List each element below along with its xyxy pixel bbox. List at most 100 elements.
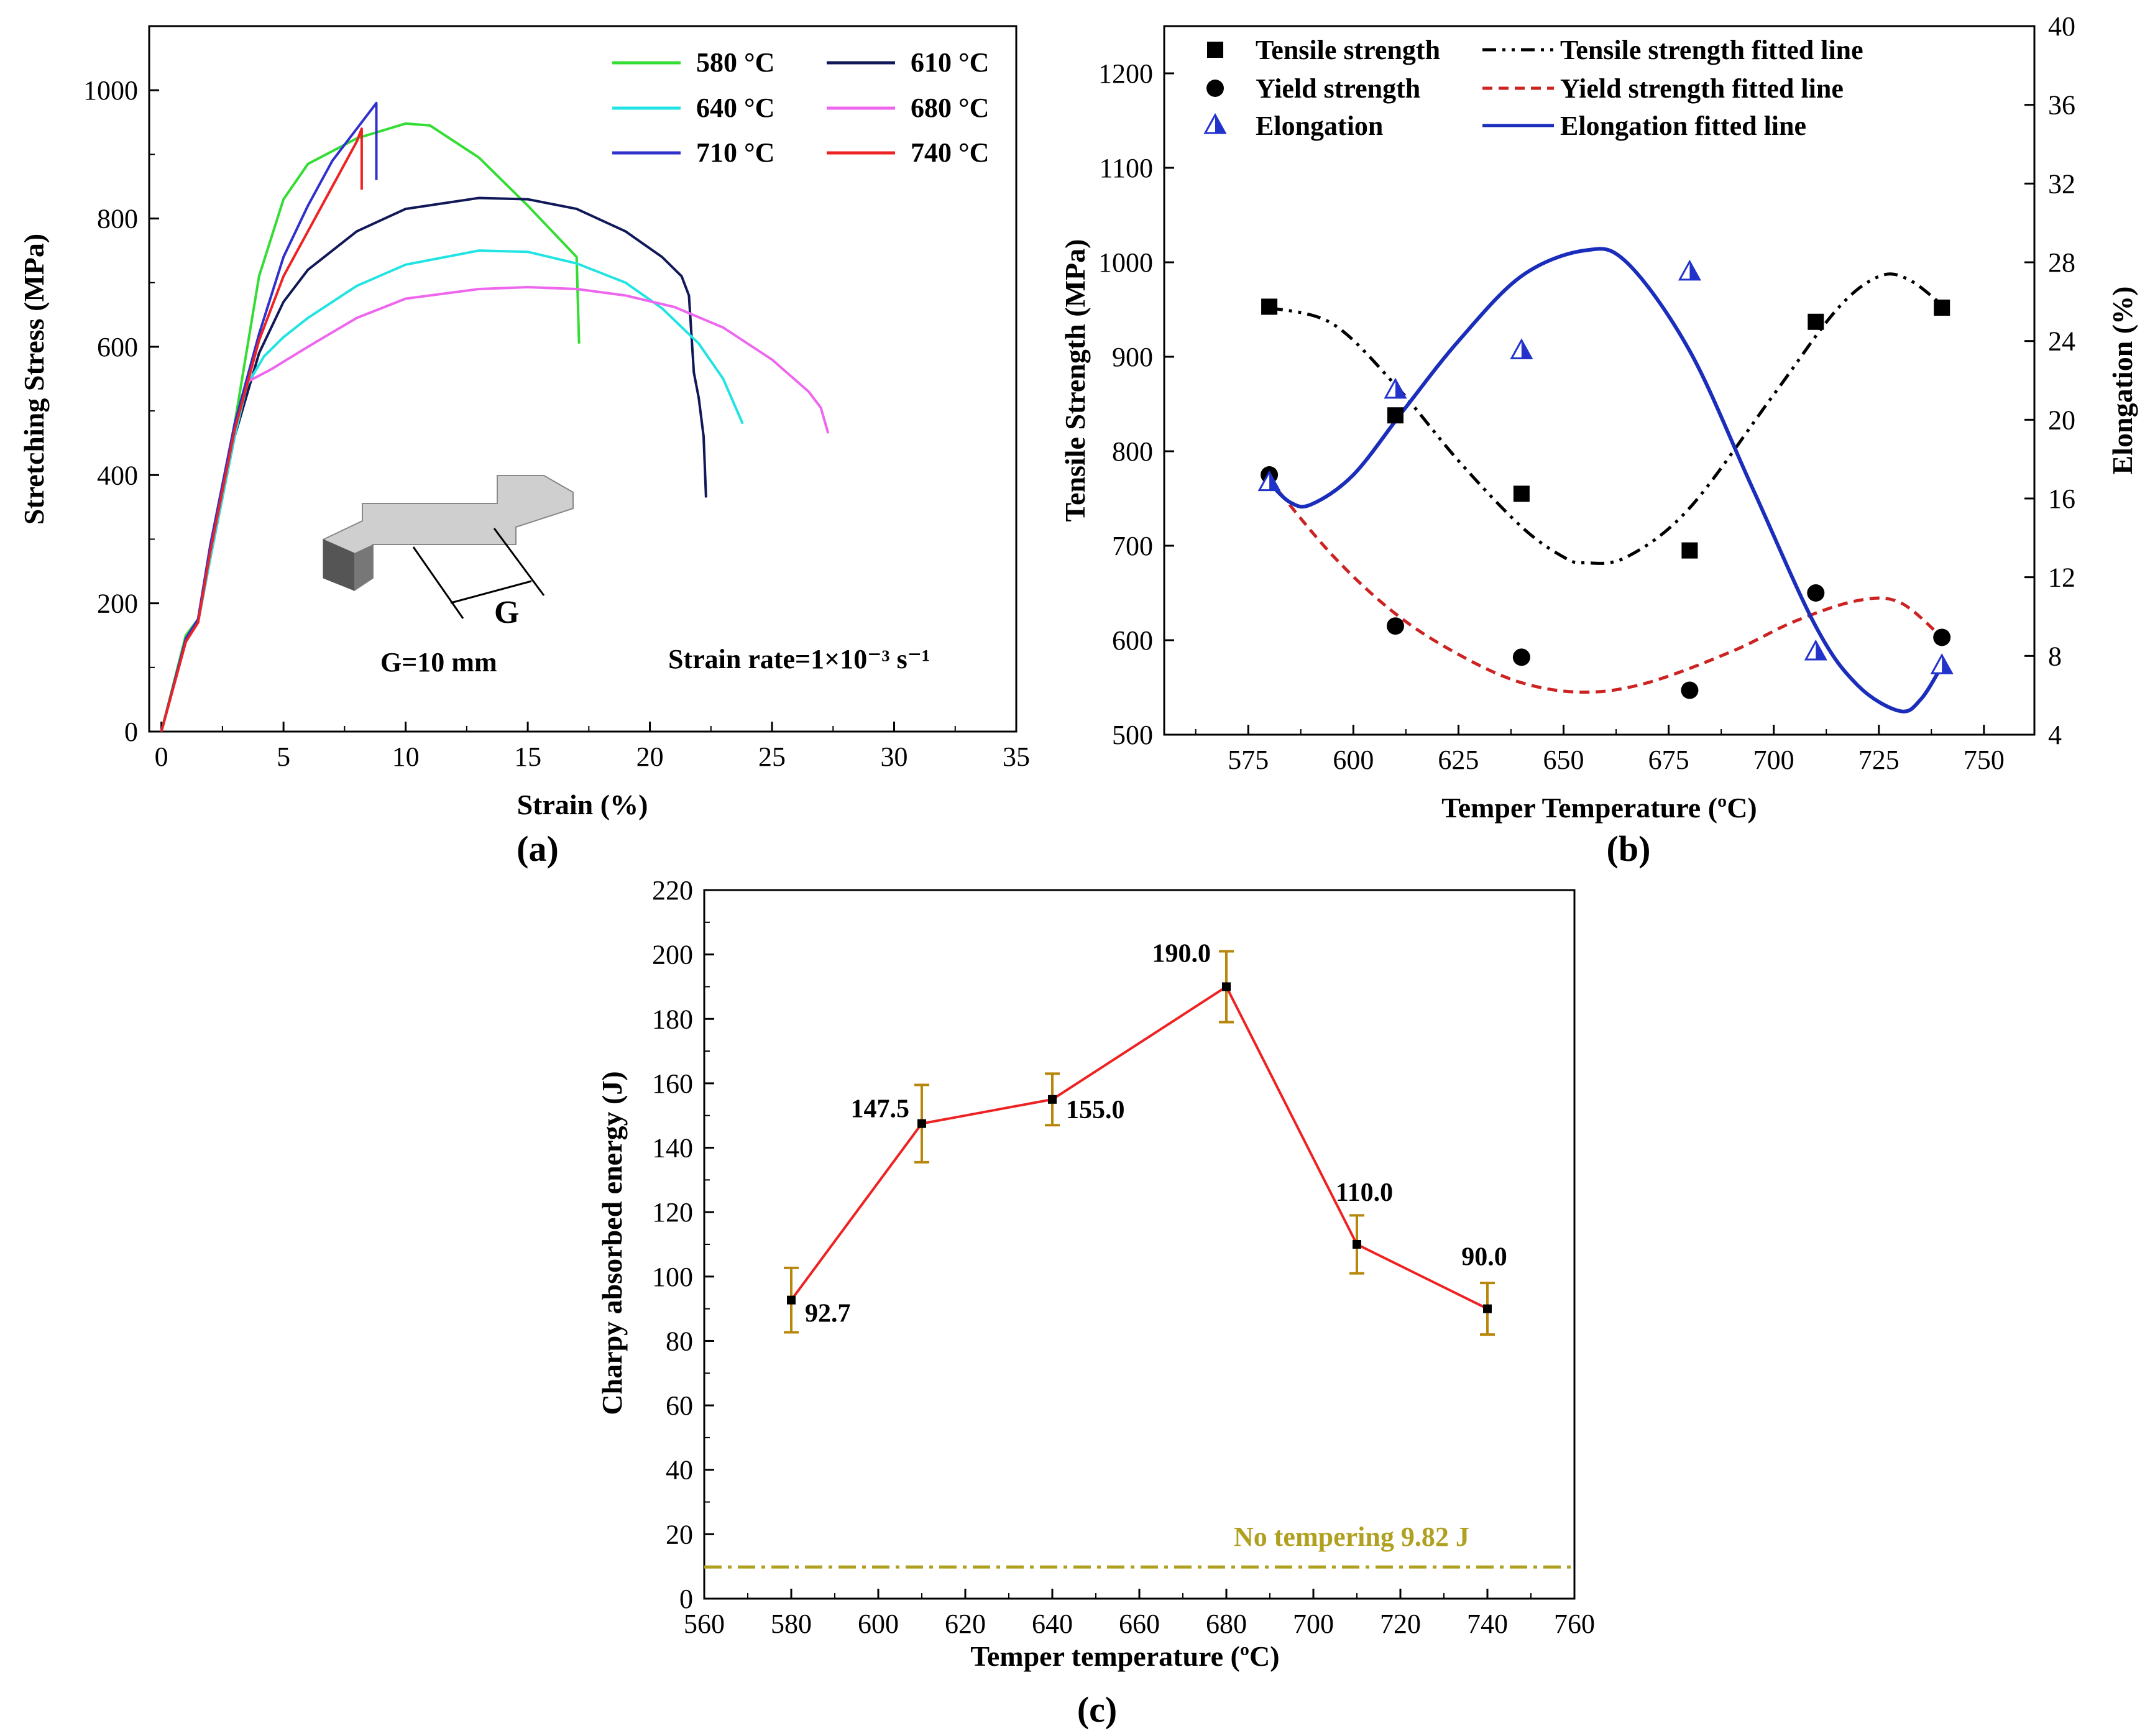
y-tick-label: 0: [679, 1584, 693, 1614]
curve-710c: [160, 101, 378, 732]
yield-strength-point: [1933, 628, 1951, 646]
panel-b-strength-elongation: 575 600 625 650 675 700 725 750 500 600 700 800 900 1…: [1059, 11, 2138, 869]
x-tick-label: 740: [1467, 1609, 1508, 1639]
specimen-schematic: G: [322, 475, 574, 630]
y-tick-label: 400: [97, 460, 138, 490]
panel-c-frame: [703, 889, 1576, 1600]
charpy-data-point: [917, 1119, 926, 1128]
data-label: 90.0: [1461, 1243, 1507, 1272]
legend-label: 610 °C: [911, 47, 989, 78]
charpy-data-point: [1483, 1304, 1492, 1313]
x-tick-label: 575: [1228, 745, 1269, 775]
panel-a-label: (a): [517, 829, 559, 869]
yield-strength-point: [1681, 681, 1699, 699]
y-tick-label: 600: [97, 332, 138, 362]
y-tick-label: 100: [652, 1262, 693, 1292]
elongation-point-fill: [1395, 379, 1405, 398]
y-tick-label: 60: [666, 1390, 693, 1421]
y-tick-label: 700: [1112, 531, 1153, 561]
fitted-line: [1269, 272, 1943, 565]
x-tick-label: 0: [155, 742, 168, 772]
data-label: 147.5: [851, 1095, 910, 1124]
x-tick-label: 700: [1293, 1609, 1334, 1639]
y-tick-label: 800: [1112, 436, 1153, 467]
legend-label: 580 °C: [696, 47, 774, 78]
y-tick-label: 0: [124, 717, 138, 747]
data-label: 190.0: [1152, 939, 1211, 968]
y-tick-label: 180: [652, 1004, 693, 1034]
x-tick-label: 675: [1648, 745, 1689, 775]
legend-label: Yield strength fitted line: [1560, 73, 1844, 104]
charpy-data-point: [1048, 1095, 1057, 1104]
y-tick-label: 40: [666, 1455, 693, 1486]
y2-tick-label: 28: [2048, 247, 2075, 278]
x-tick-label: 25: [758, 742, 786, 772]
charpy-data-point: [787, 1295, 796, 1305]
yield-strength-point: [1807, 584, 1825, 602]
y-tick-label: 500: [1112, 720, 1153, 750]
y2-tick-label: 8: [2048, 641, 2062, 671]
y2-tick-label: 20: [2048, 405, 2075, 435]
tensile-strength-point: [1934, 299, 1950, 316]
curve-580c: [160, 122, 581, 732]
y-tick-label: 800: [97, 204, 138, 234]
tensile-strength-point: [1681, 542, 1698, 559]
y2-tick-label: 36: [2048, 90, 2075, 121]
elongation-point-fill: [1816, 641, 1826, 659]
y-tick-label: 20: [666, 1519, 693, 1550]
y2-tick-label: 4: [2048, 720, 2062, 750]
panel-b-frame: [1163, 25, 2036, 736]
charpy-data-point: [1353, 1240, 1361, 1249]
panel-a-x-axis-title: Strain (%): [517, 789, 648, 820]
charpy-energy-line: [790, 985, 1488, 1310]
x-tick-label: 5: [277, 742, 290, 772]
yield-strength-point: [1512, 648, 1530, 666]
x-tick-label: 15: [514, 742, 541, 772]
panel-c-label: (c): [1077, 1689, 1117, 1730]
x-tick-label: 30: [881, 742, 908, 772]
no-tempering-label: No tempering 9.82 J: [1234, 1522, 1469, 1552]
elongation-point-fill: [1689, 261, 1700, 280]
data-label: 92.7: [805, 1300, 851, 1328]
x-tick-label: 750: [1964, 745, 2005, 775]
y2-tick-label: 24: [2048, 326, 2075, 357]
legend-label: Elongation: [1256, 111, 1383, 141]
panel-c-x-axis-title: Temper temperature (ºC): [970, 1640, 1279, 1672]
y-tick-label: 1000: [1098, 247, 1153, 278]
y-tick-label: 600: [1112, 625, 1153, 656]
y2-tick-label: 40: [2048, 11, 2075, 42]
data-label: 155.0: [1066, 1096, 1125, 1124]
panel-a-frame: [148, 25, 1018, 733]
y2-tick-label: 12: [2048, 563, 2075, 593]
y-tick-label: 220: [652, 875, 693, 906]
y-tick-label: 1100: [1100, 153, 1153, 183]
gauge-length-label: G: [494, 595, 519, 630]
legend-label: 680 °C: [911, 93, 989, 123]
fitted-line: [1268, 479, 1943, 694]
x-tick-label: 680: [1206, 1609, 1247, 1639]
legend-label: 640 °C: [696, 93, 774, 123]
panel-b-x-axis-title: Temper Temperature (ºC): [1441, 792, 1757, 824]
x-tick-label: 725: [1858, 745, 1900, 775]
x-tick-label: 560: [684, 1609, 725, 1639]
legend-label: Elongation fitted line: [1560, 111, 1806, 141]
legend-label: Yield strength: [1256, 73, 1420, 104]
x-tick-label: 760: [1554, 1609, 1595, 1639]
y-tick-label: 1000: [83, 75, 138, 106]
tensile-strength-point: [1808, 313, 1824, 330]
tensile-strength-point: [1387, 407, 1403, 424]
x-tick-label: 720: [1380, 1609, 1421, 1639]
fitted-line: [1267, 247, 1944, 714]
legend-label: 710 °C: [696, 137, 774, 168]
y-tick-label: 80: [666, 1326, 693, 1356]
x-tick-label: 35: [1003, 742, 1030, 772]
y2-tick-label: 16: [2048, 484, 2075, 514]
x-tick-label: 650: [1543, 745, 1584, 775]
y-tick-label: 900: [1112, 342, 1153, 372]
legend-marker-circle: [1206, 80, 1224, 97]
y2-tick-label: 32: [2048, 168, 2075, 199]
curve-740c: [160, 127, 363, 732]
data-label: 110.0: [1336, 1178, 1393, 1207]
panel-b-label: (b): [1607, 829, 1651, 869]
